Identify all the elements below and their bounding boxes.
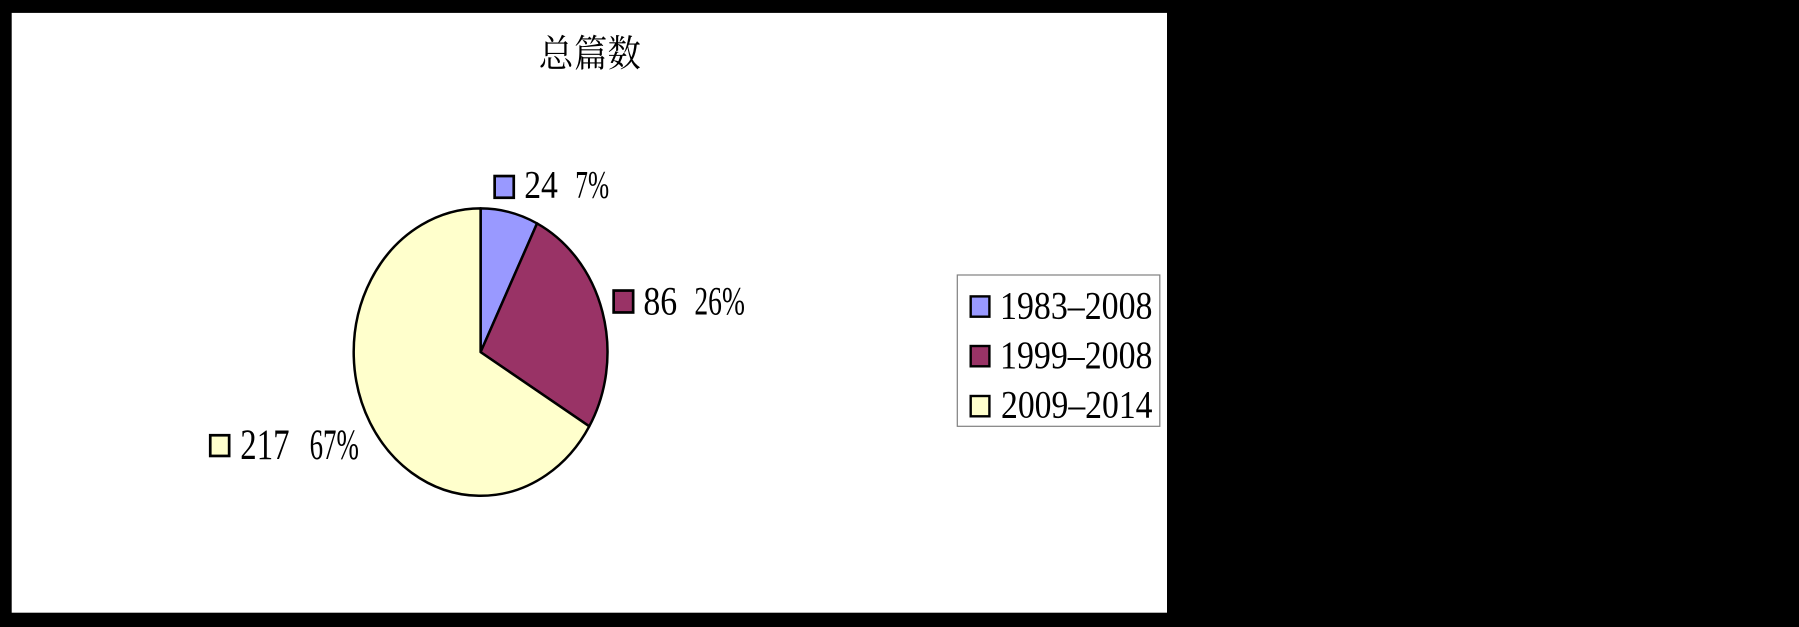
svg-text:7%: 7%	[575, 164, 609, 207]
svg-text:24: 24	[524, 164, 558, 207]
svg-text:1999–2008: 1999–2008	[1000, 334, 1153, 377]
svg-text:86: 86	[643, 279, 677, 324]
svg-text:217: 217	[240, 422, 289, 469]
svg-text:1983–2008: 1983–2008	[1000, 285, 1153, 328]
svg-text:2009–2014: 2009–2014	[1001, 383, 1153, 426]
svg-text:26%: 26%	[694, 279, 745, 324]
svg-text:67%: 67%	[310, 422, 359, 469]
